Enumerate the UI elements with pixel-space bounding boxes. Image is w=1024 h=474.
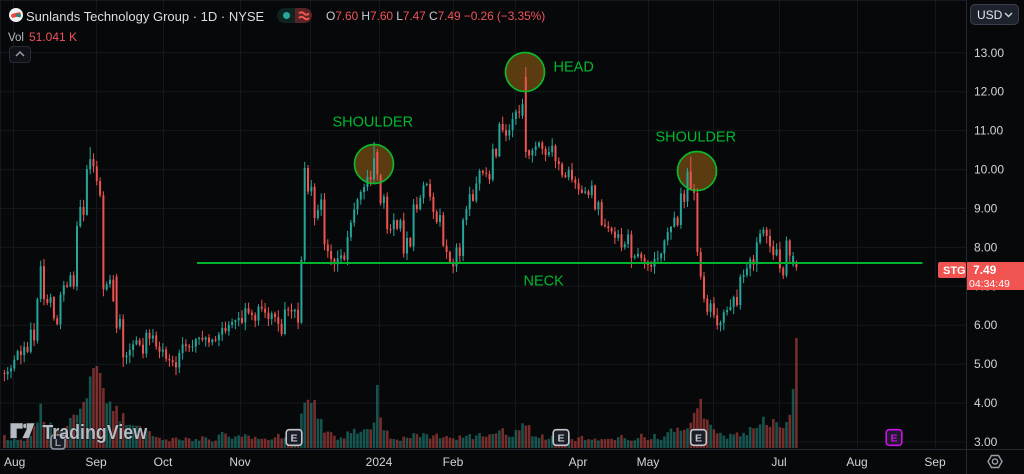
svg-text:E: E — [290, 432, 297, 444]
svg-text:8.00: 8.00 — [974, 240, 998, 254]
svg-text:10.00: 10.00 — [974, 163, 1004, 177]
svg-text:Feb: Feb — [443, 455, 464, 469]
svg-text:2024: 2024 — [366, 455, 393, 469]
svg-text:SHOULDER: SHOULDER — [656, 130, 737, 146]
svg-text:Aug: Aug — [4, 455, 25, 469]
svg-text:7.49: 7.49 — [973, 263, 997, 277]
svg-text:L: L — [55, 437, 62, 449]
svg-text:4.00: 4.00 — [974, 396, 998, 410]
svg-text:STG: STG — [943, 265, 966, 277]
svg-text:Apr: Apr — [569, 455, 588, 469]
svg-text:May: May — [637, 455, 660, 469]
svg-text:12.00: 12.00 — [974, 85, 1004, 99]
svg-text:Aug: Aug — [846, 455, 867, 469]
svg-text:TradingView: TradingView — [42, 422, 147, 444]
svg-text:9.00: 9.00 — [974, 202, 998, 216]
svg-text:6.00: 6.00 — [974, 318, 998, 332]
svg-text:NECK: NECK — [524, 274, 565, 290]
svg-text:SHOULDER: SHOULDER — [333, 115, 414, 131]
svg-text:E: E — [695, 432, 702, 444]
svg-text:13.00: 13.00 — [974, 46, 1004, 60]
svg-text:E: E — [890, 432, 897, 444]
svg-text:Sep: Sep — [924, 455, 946, 469]
svg-text:HEAD: HEAD — [554, 60, 594, 76]
svg-text:Sep: Sep — [85, 455, 107, 469]
svg-text:E: E — [557, 432, 564, 444]
svg-text:Jul: Jul — [771, 455, 786, 469]
svg-text:04:34:49: 04:34:49 — [969, 278, 1010, 290]
svg-text:Oct: Oct — [154, 455, 173, 469]
svg-text:Nov: Nov — [229, 455, 250, 469]
svg-text:3.00: 3.00 — [974, 435, 998, 449]
svg-text:5.00: 5.00 — [974, 357, 998, 371]
svg-text:11.00: 11.00 — [974, 124, 1003, 138]
